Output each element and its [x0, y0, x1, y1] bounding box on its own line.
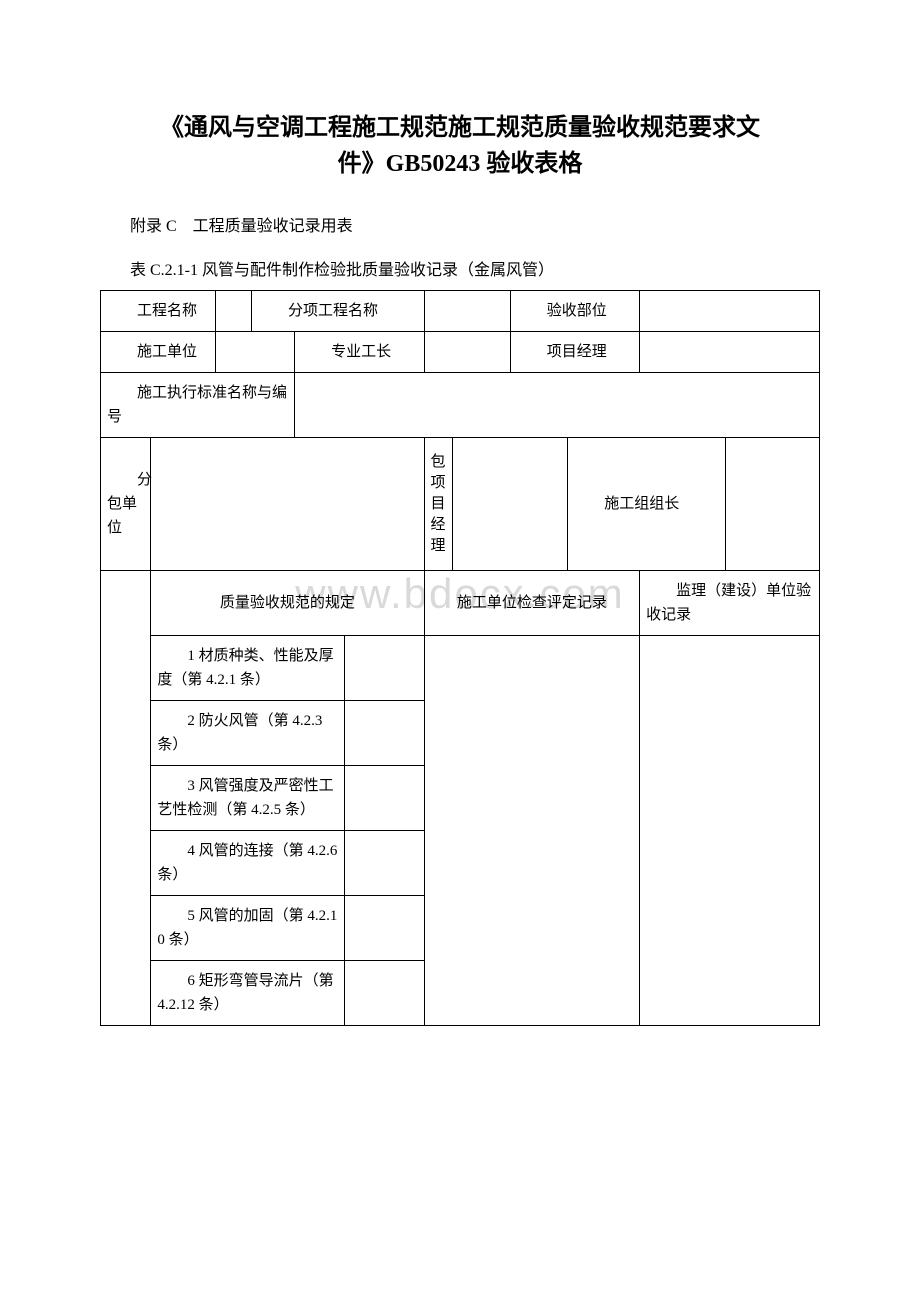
acceptance-form-table: 工程名称 分项工程名称 验收部位 施工单位 专业工长 项目经理 施工执行标准名称… [100, 290, 820, 1026]
cell-check-record-body [424, 636, 640, 1026]
cell-foreman-label: 专业工长 [295, 332, 424, 373]
cell-empty [216, 332, 295, 373]
table-row: 施工单位 专业工长 项目经理 [101, 332, 820, 373]
title-line1: 《通风与空调工程施工规范施工规范质量验收规范要求文 [160, 115, 760, 141]
cell-item-3: 3 风管强度及严密性工艺性检测（第 4.2.5 条） [151, 766, 345, 831]
cell-project-manager-label: 项目经理 [510, 332, 639, 373]
cell-empty [345, 701, 424, 766]
cell-empty [345, 636, 424, 701]
table-row: 质量验收规范的规定 施工单位检查评定记录 监理（建设）单位验收记录 [101, 571, 820, 636]
table-row: 1 材质种类、性能及厚度（第 4.2.1 条） [101, 636, 820, 701]
cell-standard-label: 施工执行标准名称与编号 [101, 373, 295, 438]
table-caption: 表 C.2.1-1 风管与配件制作检验批质量验收记录（金属风管） [130, 256, 820, 280]
cell-subcontractor-label: 分包单位 [101, 438, 151, 571]
cell-item-1: 1 材质种类、性能及厚度（第 4.2.1 条） [151, 636, 345, 701]
cell-check-record-header: 施工单位检查评定记录 [424, 571, 640, 636]
table-row: 分包单位 包项目经理 施工组组长 [101, 438, 820, 571]
table-row: 施工执行标准名称与编号 [101, 373, 820, 438]
title-line2: 件》GB50243 验收表格 [338, 151, 583, 177]
document-title: 《通风与空调工程施工规范施工规范质量验收规范要求文 件》GB50243 验收表格 [100, 110, 820, 182]
cell-empty [424, 332, 510, 373]
cell-item-2: 2 防火风管（第 4.2.3 条） [151, 701, 345, 766]
cell-empty [640, 332, 820, 373]
cell-spec-header: 质量验收规范的规定 [151, 571, 424, 636]
cell-empty [345, 896, 424, 961]
cell-team-leader-label: 施工组组长 [568, 438, 726, 571]
cell-empty [640, 291, 820, 332]
cell-category-col [101, 571, 151, 1026]
cell-empty [345, 961, 424, 1026]
cell-item-4: 4 风管的连接（第 4.2.6 条） [151, 831, 345, 896]
cell-acceptance-part-label: 验收部位 [510, 291, 639, 332]
cell-supervision-header: 监理（建设）单位验收记录 [640, 571, 820, 636]
cell-empty [424, 291, 510, 332]
cell-supervision-body [640, 636, 820, 1026]
cell-subproject-name-label: 分项工程名称 [251, 291, 424, 332]
cell-empty [345, 831, 424, 896]
cell-item-5: 5 风管的加固（第 4.2.10 条） [151, 896, 345, 961]
cell-item-6: 6 矩形弯管导流片（第 4.2.12 条） [151, 961, 345, 1026]
cell-empty [151, 438, 424, 571]
cell-empty [345, 766, 424, 831]
cell-sub-pm-label: 包项目经理 [424, 438, 453, 571]
cell-project-name-label: 工程名称 [101, 291, 216, 332]
table-row: 工程名称 分项工程名称 验收部位 [101, 291, 820, 332]
appendix-label: 附录 C 工程质量验收记录用表 [130, 212, 820, 236]
cell-empty [453, 438, 568, 571]
cell-construction-unit-label: 施工单位 [101, 332, 216, 373]
cell-empty [726, 438, 820, 571]
cell-empty [295, 373, 820, 438]
cell-empty [216, 291, 252, 332]
